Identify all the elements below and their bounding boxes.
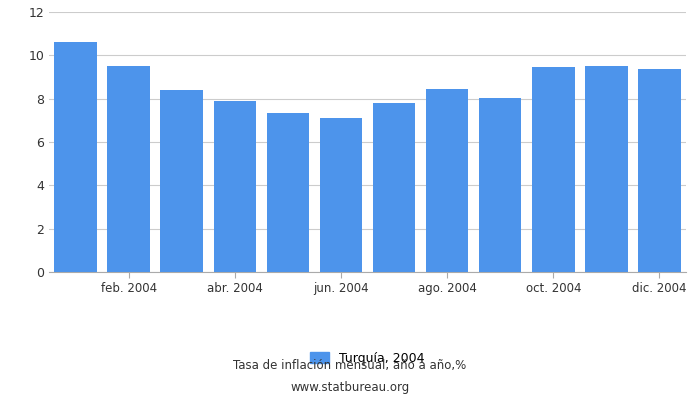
Bar xyxy=(160,90,203,272)
Bar xyxy=(373,103,415,272)
Bar xyxy=(585,66,628,272)
Text: Tasa de inflación mensual, año a año,%: Tasa de inflación mensual, año a año,% xyxy=(233,360,467,372)
Bar xyxy=(426,89,468,272)
Bar xyxy=(55,42,97,272)
Bar xyxy=(320,118,362,272)
Text: www.statbureau.org: www.statbureau.org xyxy=(290,382,410,394)
Bar xyxy=(638,70,680,272)
Legend: Turquía, 2004: Turquía, 2004 xyxy=(310,352,425,364)
Bar xyxy=(267,113,309,272)
Bar xyxy=(479,98,522,272)
Bar xyxy=(532,67,575,272)
Bar xyxy=(214,101,256,272)
Bar xyxy=(107,66,150,272)
